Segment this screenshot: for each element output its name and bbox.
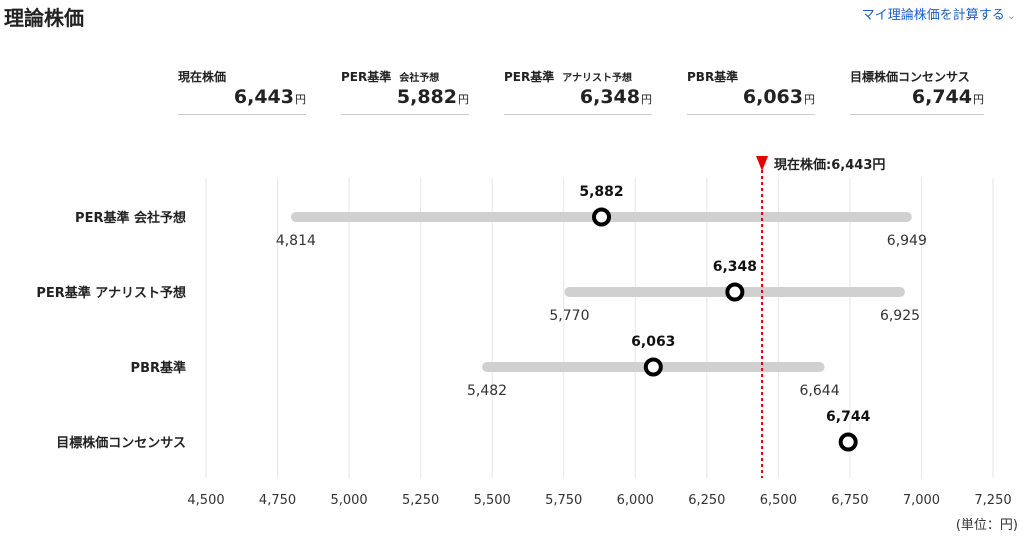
summary-label: 現在株価 [178, 70, 227, 84]
x-tick-label: 5,250 [402, 493, 439, 508]
x-tick-label: 4,500 [187, 493, 224, 508]
range-low-label: 5,770 [549, 308, 589, 324]
summary-value: 6,744円 [911, 86, 984, 108]
row-label: PER基準 会社予想 [75, 210, 186, 226]
value-marker [838, 432, 858, 452]
value-marker [592, 207, 612, 227]
x-tick-label: 6,500 [760, 493, 797, 508]
summary-label: 目標株価コンセンサス [850, 70, 970, 84]
page-title: 理論株価 [4, 6, 84, 30]
summary-target-consensus: 目標株価コンセンサス 6,744円 [850, 66, 984, 115]
row-label: 目標株価コンセンサス [56, 435, 186, 451]
value-marker [643, 357, 663, 377]
summary-per-analyst: PER基準 アナリスト予想 6,348円 [504, 66, 652, 115]
summary-value: 6,063円 [742, 86, 815, 108]
summary-value: 6,443円 [233, 86, 306, 108]
value-label: 6,744 [826, 409, 871, 425]
range-low-label: 4,814 [276, 233, 316, 249]
x-tick-label: 5,750 [545, 493, 582, 508]
current-price-triangle-icon [756, 156, 769, 171]
summary-label: PBR基準 [687, 70, 739, 84]
current-price-label: 現在株価:6,443円 [774, 157, 885, 173]
summary-per-company: PER基準 会社予想 5,882円 [341, 66, 469, 115]
x-tick-label: 5,000 [330, 493, 367, 508]
chevron-down-icon: ⌄ [1006, 9, 1016, 22]
summary-label: PER基準 アナリスト予想 [504, 70, 633, 84]
summary-row: 現在株価 6,443円 PER基準 会社予想 5,882円 PER基準 アナリスト予… [0, 66, 1024, 118]
summary-current-price: 現在株価 6,443円 [178, 66, 306, 115]
summary-label: PER基準 会社予想 [341, 70, 440, 84]
x-tick-label: 7,250 [974, 493, 1011, 508]
range-high-label: 6,644 [800, 383, 840, 399]
x-tick-label: 6,250 [688, 493, 725, 508]
value-label: 6,063 [631, 334, 675, 350]
value-marker [725, 282, 745, 302]
range-high-label: 6,949 [887, 233, 927, 249]
unit-label: (単位：円) [956, 517, 1018, 533]
calc-link-label: マイ理論株価を計算する [861, 8, 1005, 23]
summary-value: 5,882円 [396, 86, 469, 108]
range-low-label: 5,482 [467, 383, 507, 399]
x-tick-label: 7,000 [903, 493, 940, 508]
x-tick-label: 6,000 [617, 493, 654, 508]
x-tick-label: 5,500 [474, 493, 511, 508]
row-label: PER基準 アナリスト予想 [36, 285, 186, 301]
summary-pbr: PBR基準 6,063円 [687, 66, 815, 115]
summary-value: 6,348円 [579, 86, 652, 108]
range-high-label: 6,925 [880, 308, 920, 324]
value-label: 5,882 [579, 184, 623, 200]
x-tick-label: 6,750 [831, 493, 868, 508]
calc-my-price-link[interactable]: マイ理論株価を計算する ⌄ [862, 4, 1016, 23]
value-label: 6,348 [713, 259, 757, 275]
row-label: PBR基準 [131, 360, 186, 376]
x-tick-label: 4,750 [259, 493, 296, 508]
